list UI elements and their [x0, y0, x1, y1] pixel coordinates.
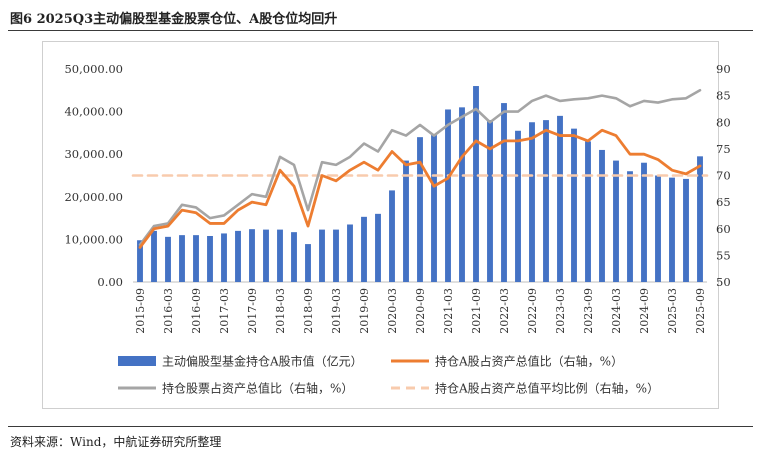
bar	[627, 171, 633, 282]
bar	[655, 175, 661, 282]
y-left-tick-label: 40,000.00	[64, 105, 123, 119]
bar	[263, 229, 269, 282]
stock-ratio-line	[138, 89, 702, 247]
y-right-tick-label: 80	[716, 115, 731, 129]
x-tick-label: 2017-03	[218, 288, 231, 334]
bar	[515, 130, 521, 282]
bar	[137, 240, 143, 282]
source-note: 资料来源：Wind，中航证券研究所整理	[10, 435, 222, 449]
bar	[683, 178, 689, 282]
bar	[697, 156, 703, 282]
bar	[333, 229, 339, 282]
x-tick-label: 2022-09	[526, 288, 539, 334]
x-tick-label: 2022-03	[498, 288, 511, 334]
bar	[501, 103, 507, 282]
x-tick-label: 2016-09	[190, 288, 203, 334]
y-left-tick-label: 20,000.00	[64, 190, 123, 204]
bar	[487, 120, 493, 283]
x-tick-label: 2018-09	[302, 288, 315, 334]
bar	[207, 235, 213, 282]
bar	[445, 109, 451, 282]
x-tick-label: 2015-09	[134, 288, 147, 334]
x-tick-label: 2020-03	[386, 288, 399, 334]
bar	[599, 149, 605, 282]
y-right-tick-label: 55	[716, 248, 731, 262]
legend-label: 持仓A股占资产总值比（右轴，%）	[435, 354, 623, 369]
bar	[375, 213, 381, 282]
x-tick-label: 2018-03	[274, 288, 287, 334]
bar	[585, 141, 591, 282]
bar	[403, 160, 409, 282]
x-tick-label: 2021-09	[470, 288, 483, 334]
bar	[235, 230, 241, 282]
bar	[571, 128, 577, 282]
bar	[417, 137, 423, 282]
y-left-tick-label: 10,000.00	[64, 232, 123, 246]
y-right-tick-label: 65	[716, 195, 731, 209]
y-right-tick-label: 60	[716, 222, 731, 236]
y-right-tick-label: 90	[716, 62, 731, 76]
bar	[361, 216, 367, 282]
x-tick-label: 2016-03	[162, 288, 175, 334]
bar	[319, 229, 325, 282]
bar	[389, 190, 395, 282]
x-tick-label: 2025-09	[694, 288, 707, 334]
bar	[641, 162, 647, 282]
y-left-tick-label: 50,000.00	[64, 62, 123, 76]
x-tick-label: 2021-03	[442, 288, 455, 334]
bar	[431, 135, 437, 282]
x-tick-label: 2024-09	[638, 288, 651, 334]
bar	[221, 233, 227, 282]
bar	[193, 235, 199, 282]
y-right-tick-label: 70	[716, 169, 731, 183]
bar	[459, 107, 465, 282]
figure-title: 图6 2025Q3主动偏股型基金股票仓位、A股仓位均回升	[10, 12, 338, 27]
x-tick-label: 2023-03	[554, 288, 567, 334]
bar	[305, 244, 311, 282]
bar	[543, 120, 549, 283]
legend-label: 持仓A股占资产总值平均比例（右轴，%）	[435, 381, 659, 396]
y-right-tick-label: 75	[716, 142, 731, 156]
bar	[347, 224, 353, 282]
bar	[669, 177, 675, 282]
bar	[557, 115, 563, 282]
bar	[165, 236, 171, 282]
y-right-tick-label: 50	[716, 275, 731, 289]
bar	[613, 160, 619, 282]
bottom-rule	[8, 426, 753, 427]
top-rule	[8, 30, 753, 31]
x-tick-label: 2019-03	[330, 288, 343, 334]
bar	[151, 230, 157, 282]
legend-swatch-bar	[118, 356, 156, 366]
bar	[291, 232, 297, 282]
x-tick-label: 2017-09	[246, 288, 259, 334]
bar	[179, 235, 185, 282]
x-tick-label: 2019-09	[358, 288, 371, 334]
bar	[277, 229, 283, 282]
bar	[473, 86, 479, 282]
chart-frame	[42, 41, 719, 409]
bar	[249, 229, 255, 282]
x-tick-label: 2020-09	[414, 288, 427, 334]
legend-label: 主动偏股型基金持仓A股市值（亿元）	[162, 354, 363, 369]
a-share-ratio-line	[138, 128, 702, 249]
y-left-tick-label: 30,000.00	[64, 147, 123, 161]
x-tick-label: 2023-09	[582, 288, 595, 334]
x-tick-label: 2024-03	[610, 288, 623, 334]
y-left-tick-label: 0.00	[97, 275, 123, 289]
y-right-tick-label: 85	[716, 89, 731, 103]
bar	[529, 122, 535, 282]
x-tick-label: 2025-03	[666, 288, 679, 334]
legend-label: 持仓股票占资产总值比（右轴，%）	[162, 381, 353, 396]
